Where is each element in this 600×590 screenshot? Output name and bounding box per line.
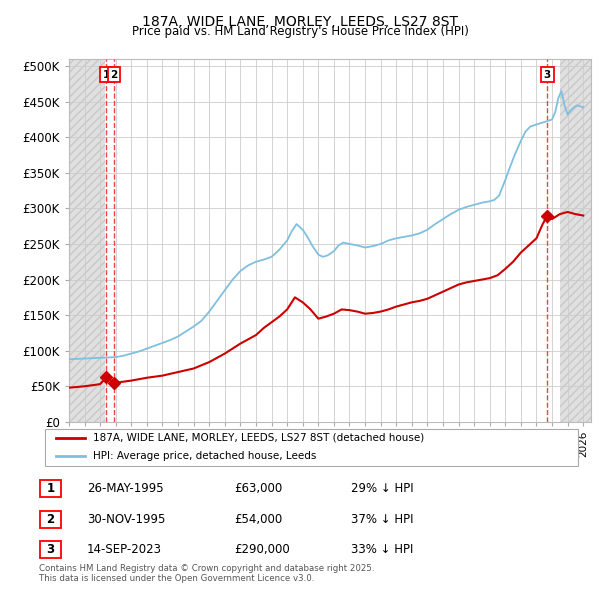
FancyBboxPatch shape xyxy=(45,429,578,466)
FancyBboxPatch shape xyxy=(40,511,61,527)
Text: 29% ↓ HPI: 29% ↓ HPI xyxy=(351,482,413,495)
Text: 37% ↓ HPI: 37% ↓ HPI xyxy=(351,513,413,526)
Text: 1: 1 xyxy=(103,70,110,80)
Text: £54,000: £54,000 xyxy=(234,513,282,526)
FancyBboxPatch shape xyxy=(40,480,61,497)
Text: 187A, WIDE LANE, MORLEY, LEEDS, LS27 8ST: 187A, WIDE LANE, MORLEY, LEEDS, LS27 8ST xyxy=(142,15,458,29)
Text: 2: 2 xyxy=(46,513,55,526)
FancyBboxPatch shape xyxy=(40,542,61,558)
Text: 3: 3 xyxy=(544,70,551,80)
Text: 14-SEP-2023: 14-SEP-2023 xyxy=(87,543,162,556)
Bar xyxy=(560,59,591,422)
Text: Price paid vs. HM Land Registry's House Price Index (HPI): Price paid vs. HM Land Registry's House … xyxy=(131,25,469,38)
Text: 187A, WIDE LANE, MORLEY, LEEDS, LS27 8ST (detached house): 187A, WIDE LANE, MORLEY, LEEDS, LS27 8ST… xyxy=(94,433,425,443)
Text: 33% ↓ HPI: 33% ↓ HPI xyxy=(351,543,413,556)
Text: HPI: Average price, detached house, Leeds: HPI: Average price, detached house, Leed… xyxy=(94,451,317,461)
Text: 30-NOV-1995: 30-NOV-1995 xyxy=(87,513,166,526)
Text: 3: 3 xyxy=(46,543,55,556)
Text: 1: 1 xyxy=(46,482,55,495)
Text: 2: 2 xyxy=(110,70,118,80)
Text: £63,000: £63,000 xyxy=(234,482,282,495)
Bar xyxy=(69,59,105,422)
Text: 26-MAY-1995: 26-MAY-1995 xyxy=(87,482,164,495)
Text: £290,000: £290,000 xyxy=(234,543,290,556)
Text: Contains HM Land Registry data © Crown copyright and database right 2025.
This d: Contains HM Land Registry data © Crown c… xyxy=(39,563,374,583)
